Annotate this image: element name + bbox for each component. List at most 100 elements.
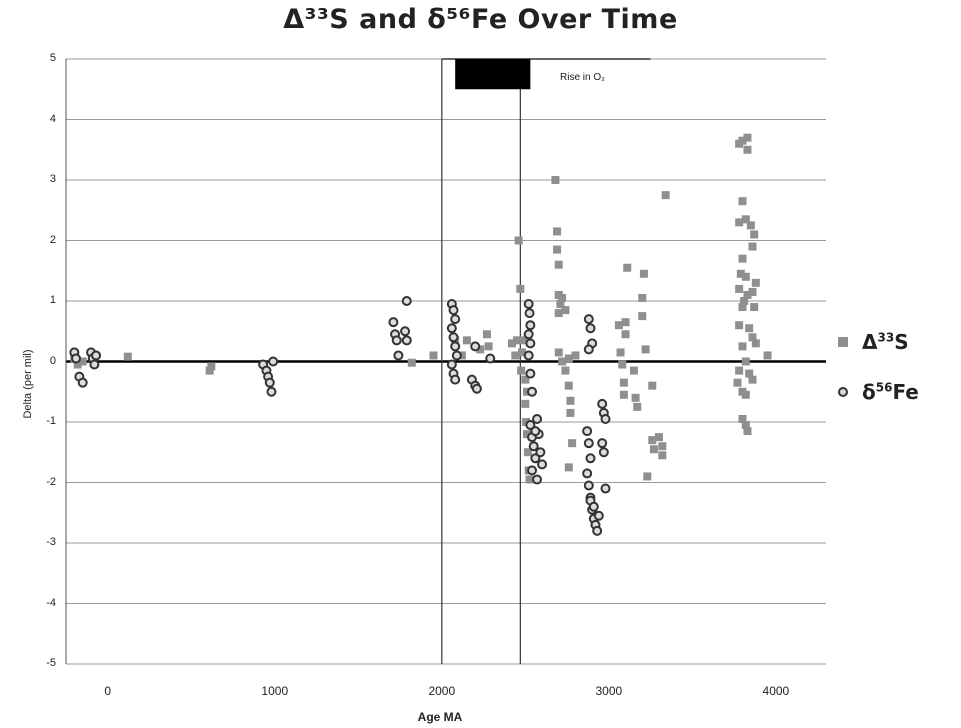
data-point-s33 — [564, 463, 573, 472]
data-point-s33 — [558, 293, 567, 302]
data-point-s33 — [654, 433, 663, 442]
data-point-fe56 — [583, 480, 594, 491]
rise-in-o2-label: Rise in O₂ — [560, 72, 606, 83]
square-marker-icon — [838, 337, 848, 347]
data-point-s33 — [733, 378, 742, 387]
data-point-s33 — [641, 345, 650, 354]
data-point-fe56 — [401, 335, 412, 346]
data-point-s33 — [649, 445, 658, 454]
data-point-fe56 — [485, 353, 496, 364]
data-point-s33 — [123, 352, 132, 361]
legend-label-s33: Δ33S — [862, 330, 909, 354]
data-point-s33 — [558, 357, 567, 366]
data-point-s33 — [561, 366, 570, 375]
data-point-fe56 — [446, 359, 457, 370]
data-point-s33 — [566, 396, 575, 405]
data-point-s33 — [740, 297, 749, 305]
data-point-s33 — [623, 263, 632, 272]
data-point-s33 — [484, 342, 493, 351]
data-point-s33 — [748, 287, 757, 296]
data-point-s33 — [554, 348, 563, 357]
y-tick-label: -1 — [46, 415, 56, 427]
data-point-fe56 — [523, 350, 534, 361]
data-point-fe56 — [583, 438, 594, 449]
data-point-s33 — [568, 439, 577, 448]
data-point-fe56 — [597, 398, 608, 409]
data-point-fe56 — [393, 350, 404, 361]
data-point-s33 — [618, 360, 627, 369]
data-marks — [69, 133, 772, 536]
data-point-s33 — [621, 330, 630, 339]
data-point-fe56 — [592, 525, 603, 536]
data-point-s33 — [522, 418, 531, 426]
data-point-s33 — [661, 191, 670, 200]
data-point-s33 — [738, 136, 747, 145]
chart-title: Δ³³S and δ⁵⁶Fe Over Time — [283, 4, 678, 35]
legend-item-s33: Δ33S — [838, 330, 909, 354]
y-tick-label: 4 — [49, 112, 56, 125]
data-point-fe56 — [528, 441, 539, 452]
data-point-s33 — [554, 309, 563, 318]
data-point-s33 — [73, 360, 82, 369]
data-point-s33 — [639, 269, 648, 278]
data-point-s33 — [516, 284, 525, 293]
data-point-fe56 — [388, 317, 399, 328]
data-point-fe56 — [532, 474, 543, 485]
data-point-fe56 — [585, 453, 596, 464]
data-point-s33 — [763, 351, 772, 360]
data-point-s33 — [457, 351, 466, 360]
data-point-s33 — [554, 260, 563, 269]
data-point-s33 — [741, 357, 750, 366]
data-point-s33 — [745, 369, 754, 378]
data-point-s33 — [407, 358, 416, 367]
data-point-fe56 — [583, 314, 594, 325]
data-point-fe56 — [582, 426, 593, 437]
data-point-fe56 — [535, 447, 546, 458]
data-point-s33 — [735, 366, 744, 375]
data-point-s33 — [462, 336, 471, 345]
data-point-fe56 — [585, 323, 596, 334]
data-point-s33 — [564, 381, 573, 390]
data-point-fe56 — [525, 420, 536, 431]
y-tick-label: -5 — [46, 657, 56, 669]
data-point-s33 — [512, 336, 521, 345]
data-point-s33 — [738, 342, 747, 351]
data-point-fe56 — [268, 356, 279, 367]
data-point-fe56 — [530, 426, 541, 437]
data-point-s33 — [746, 221, 755, 230]
data-point-s33 — [523, 430, 532, 439]
data-point-s33 — [429, 351, 438, 360]
data-point-s33 — [619, 378, 628, 387]
data-point-s33 — [648, 381, 657, 390]
legend-label-fe56: δ56Fe — [862, 380, 919, 404]
data-point-s33 — [205, 366, 214, 375]
data-point-s33 — [553, 227, 562, 236]
data-point-s33 — [553, 245, 562, 254]
circle-marker-icon — [838, 387, 848, 397]
data-point-fe56 — [600, 483, 611, 494]
data-point-s33 — [658, 442, 667, 451]
data-point-fe56 — [524, 308, 535, 319]
legend-item-fe56: δ56Fe — [838, 380, 919, 404]
data-point-s33 — [741, 272, 750, 281]
y-tick-label: -4 — [46, 596, 56, 609]
data-point-s33 — [523, 448, 532, 457]
data-point-fe56 — [77, 377, 88, 388]
data-point-fe56 — [530, 453, 541, 464]
data-point-fe56 — [600, 413, 611, 424]
data-point-s33 — [629, 366, 638, 375]
data-point-s33 — [741, 215, 750, 224]
data-point-s33 — [735, 218, 744, 227]
data-point-fe56 — [89, 359, 100, 370]
y-tick-label: 5 — [49, 52, 56, 64]
data-point-fe56 — [448, 332, 459, 343]
data-point-fe56 — [91, 350, 102, 361]
data-point-fe56 — [448, 305, 459, 316]
data-point-s33 — [78, 357, 87, 366]
data-point-s33 — [748, 333, 757, 342]
data-point-s33 — [638, 312, 647, 321]
data-point-s33 — [741, 390, 750, 399]
data-point-s33 — [748, 242, 757, 251]
data-point-fe56 — [400, 326, 411, 337]
